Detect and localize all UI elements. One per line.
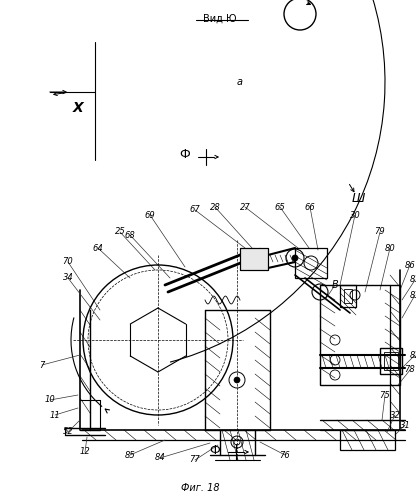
Text: X: X — [73, 101, 83, 115]
Bar — [344, 289, 352, 303]
Bar — [295, 248, 327, 278]
Text: 65: 65 — [275, 203, 285, 212]
Text: 67: 67 — [190, 206, 201, 215]
Text: 28: 28 — [210, 203, 220, 212]
Bar — [240, 248, 268, 270]
Text: 31: 31 — [400, 421, 410, 430]
Text: 7: 7 — [40, 360, 45, 369]
Text: Ф: Ф — [210, 444, 220, 457]
Text: 75: 75 — [380, 391, 390, 400]
Text: 84: 84 — [155, 454, 166, 463]
Circle shape — [292, 255, 298, 261]
Text: 10: 10 — [45, 396, 55, 405]
Text: 82: 82 — [410, 350, 416, 359]
Text: 12: 12 — [79, 448, 90, 457]
Bar — [380, 348, 402, 374]
Text: 25: 25 — [115, 228, 125, 237]
Text: 11: 11 — [50, 411, 60, 420]
Text: 68: 68 — [125, 231, 135, 240]
Bar — [384, 352, 398, 370]
Text: 70: 70 — [63, 257, 73, 266]
Bar — [240, 248, 268, 270]
Text: 85: 85 — [125, 451, 135, 460]
Text: 81: 81 — [410, 275, 416, 284]
Text: 27: 27 — [240, 203, 250, 212]
Text: 66: 66 — [305, 203, 315, 212]
Text: 34: 34 — [63, 273, 73, 282]
Text: 80: 80 — [385, 244, 395, 252]
Text: 32: 32 — [390, 411, 400, 420]
Text: В: В — [332, 280, 338, 290]
Text: 69: 69 — [145, 211, 155, 220]
Text: a: a — [237, 77, 243, 87]
Text: Вид Ю: Вид Ю — [203, 14, 237, 24]
Text: 76: 76 — [280, 451, 290, 460]
Text: 79: 79 — [375, 228, 385, 237]
Text: Фиг. 18: Фиг. 18 — [181, 483, 219, 493]
Text: 86: 86 — [405, 260, 415, 269]
Bar — [340, 285, 356, 307]
Bar — [320, 285, 400, 385]
Text: 77: 77 — [190, 456, 201, 465]
Text: 83: 83 — [410, 290, 416, 299]
Circle shape — [234, 377, 240, 383]
Text: 30: 30 — [349, 211, 360, 220]
Text: 78: 78 — [405, 365, 415, 375]
Text: Ф: Ф — [180, 149, 191, 162]
Text: Ш: Ш — [352, 192, 365, 205]
Text: 64: 64 — [93, 244, 103, 252]
Text: 52: 52 — [63, 428, 73, 437]
Bar — [340, 430, 395, 450]
